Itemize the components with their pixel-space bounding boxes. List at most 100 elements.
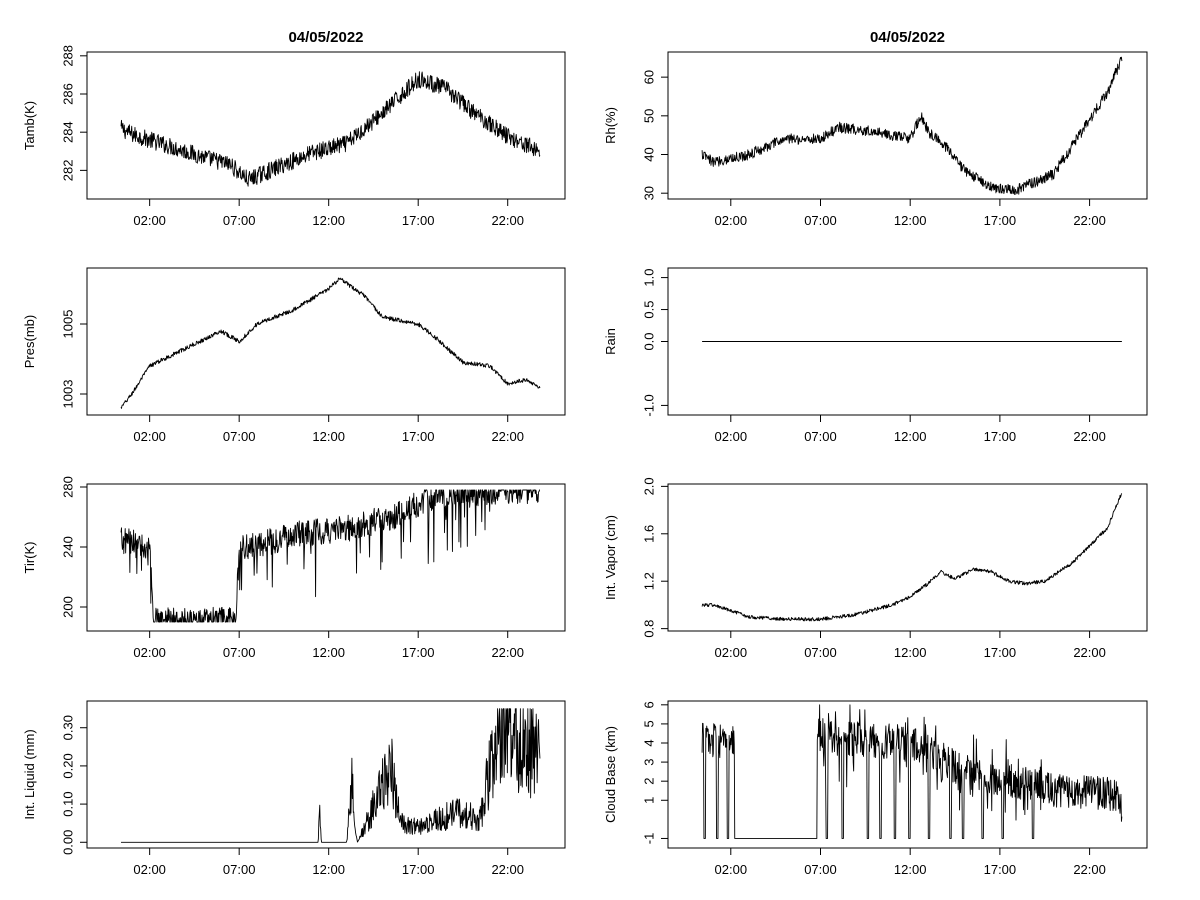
- y-tick-label: 240: [60, 536, 75, 558]
- x-tick-label: 17:00: [984, 429, 1017, 444]
- y-tick-label: 282: [60, 160, 75, 182]
- y-tick-label: 0.5: [641, 301, 656, 319]
- y-tick-label: 1.6: [641, 525, 656, 543]
- x-tick-label: 17:00: [402, 213, 435, 228]
- plot-frame: [86, 51, 566, 200]
- y-tick-label: 1: [641, 797, 656, 804]
- series-line-rh: [701, 56, 1123, 196]
- plot-frame: [667, 51, 1148, 200]
- y-axis-label: Rh(%): [603, 107, 618, 144]
- panel-pres: 02:00 07:00 12:00 17:00 22:00 1003 1005 Pres(mb…: [22, 267, 566, 444]
- plot-frame: [86, 700, 566, 849]
- x-tick-label: 22:00: [1073, 645, 1106, 660]
- x-tick-label: 02:00: [715, 429, 748, 444]
- x-tick-label: 07:00: [223, 862, 256, 877]
- x-tick-label: 22:00: [491, 213, 524, 228]
- y-tick-label: 1.0: [641, 269, 656, 287]
- x-tick-label: 17:00: [402, 862, 435, 877]
- y-tick-label: 1005: [60, 310, 75, 339]
- panel-liquid: 02:00 07:00 12:00 17:00 22:00 0.00 0.10 0.20 0.3…: [22, 700, 566, 877]
- y-tick-label: 4: [641, 739, 656, 746]
- plot-frame: [86, 483, 566, 632]
- plot-frame: [86, 267, 566, 416]
- x-tick-label: 02:00: [715, 645, 748, 660]
- y-tick-label: 1003: [60, 380, 75, 409]
- series-line-cloudbase: [701, 704, 1123, 839]
- x-tick-label: 02:00: [133, 862, 166, 877]
- x-tick-label: 07:00: [804, 429, 837, 444]
- x-tick-label: 22:00: [491, 645, 524, 660]
- y-tick-label: 1.2: [641, 572, 656, 590]
- y-axis-label: Tir(K): [22, 541, 37, 573]
- x-tick-label: 17:00: [984, 645, 1017, 660]
- y-tick-label: 50: [641, 109, 656, 123]
- plot-frame: [667, 483, 1148, 632]
- y-tick-label: 2.0: [641, 477, 656, 495]
- y-tick-label: 60: [641, 70, 656, 84]
- x-tick-label: 12:00: [312, 213, 345, 228]
- y-tick-label: 200: [60, 596, 75, 618]
- y-tick-label: 284: [60, 121, 75, 143]
- plot-frame: [667, 700, 1148, 849]
- x-tick-label: 12:00: [894, 213, 927, 228]
- y-tick-label: 0.20: [60, 753, 75, 778]
- series-line-tir: [120, 489, 540, 623]
- y-tick-label: 0.0: [641, 332, 656, 350]
- y-tick-label: 0.30: [60, 715, 75, 740]
- x-tick-label: 12:00: [312, 862, 345, 877]
- x-tick-label: 07:00: [804, 645, 837, 660]
- series-line-liquid: [121, 708, 541, 843]
- x-tick-label: 02:00: [133, 429, 166, 444]
- y-tick-label: 0.00: [60, 830, 75, 855]
- x-tick-label: 22:00: [491, 429, 524, 444]
- panel-vapor: 02:00 07:00 12:00 17:00 22:00 0.8 1.2 1.6 2.0 Int…: [603, 477, 1148, 660]
- panel-rh: 04/05/2022 02:00 07:00 12:00 17:00 22:00 30 40 5…: [603, 29, 1148, 228]
- x-tick-label: 02:00: [133, 213, 166, 228]
- y-tick-label: 2: [641, 778, 656, 785]
- y-tick-label: 6: [641, 701, 656, 708]
- y-tick-label: 0.10: [60, 791, 75, 816]
- x-tick-label: 02:00: [715, 213, 748, 228]
- y-tick-label: 30: [641, 186, 656, 200]
- y-tick-label: 3: [641, 758, 656, 765]
- x-tick-label: 12:00: [894, 862, 927, 877]
- panel-tir: 02:00 07:00 12:00 17:00 22:00 200 240 280 Tir(K): [22, 476, 566, 660]
- panels: 04/05/2022 02:00 07:00 12:00 17:00 22:00 282 28…: [22, 29, 1148, 877]
- x-tick-label: 12:00: [312, 645, 345, 660]
- x-tick-label: 22:00: [1073, 213, 1106, 228]
- y-tick-label: -1.0: [641, 394, 656, 416]
- series-line-pres: [120, 277, 541, 409]
- x-tick-label: 07:00: [804, 213, 837, 228]
- x-tick-label: 07:00: [223, 645, 256, 660]
- y-axis-label: Pres(mb): [22, 315, 37, 368]
- y-tick-label: 5: [641, 720, 656, 727]
- panel-tamb: 04/05/2022 02:00 07:00 12:00 17:00 22:00 282 28…: [22, 29, 566, 228]
- y-tick-label: -1: [641, 833, 656, 845]
- y-tick-label: 280: [60, 476, 75, 498]
- x-tick-label: 12:00: [894, 645, 927, 660]
- x-tick-label: 07:00: [804, 862, 837, 877]
- panel-rain: 02:00 07:00 12:00 17:00 22:00 -1.0 0.0 0.5 1.0 Ra…: [603, 267, 1148, 444]
- y-tick-label: 0.8: [641, 620, 656, 638]
- x-tick-label: 22:00: [1073, 429, 1106, 444]
- y-tick-label: 286: [60, 83, 75, 105]
- x-tick-label: 12:00: [312, 429, 345, 444]
- y-tick-label: 288: [60, 45, 75, 67]
- x-tick-label: 02:00: [715, 862, 748, 877]
- series-line-tamb: [120, 71, 541, 187]
- x-tick-label: 22:00: [491, 862, 524, 877]
- y-axis-label: Int. Liquid (mm): [22, 729, 37, 819]
- x-tick-label: 12:00: [894, 429, 927, 444]
- y-axis-label: Int. Vapor (cm): [603, 515, 618, 600]
- chart-title: 04/05/2022: [870, 29, 945, 46]
- x-tick-label: 02:00: [133, 645, 166, 660]
- x-tick-label: 17:00: [402, 645, 435, 660]
- chart-title: 04/05/2022: [288, 29, 363, 46]
- x-tick-label: 07:00: [223, 213, 256, 228]
- series-line-vapor: [701, 493, 1123, 622]
- x-tick-label: 07:00: [223, 429, 256, 444]
- x-tick-label: 17:00: [402, 429, 435, 444]
- y-axis-label: Tamb(K): [22, 101, 37, 150]
- x-tick-label: 22:00: [1073, 862, 1106, 877]
